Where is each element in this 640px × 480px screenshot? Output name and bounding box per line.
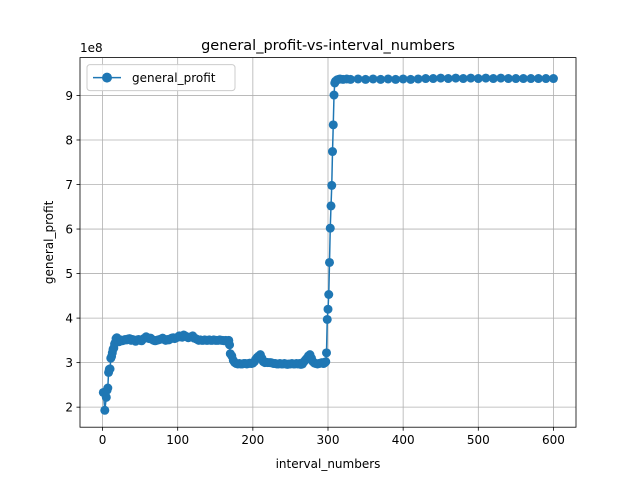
data-point: [413, 74, 423, 84]
legend-label: general_profit: [132, 71, 216, 85]
data-point: [321, 357, 331, 367]
data-point: [322, 348, 331, 358]
data-point: [518, 74, 528, 84]
y-axis: 2 3 4 5 6 7 8 9: [65, 89, 80, 415]
data-point: [436, 73, 446, 83]
data-point: [368, 74, 378, 84]
data-point: [323, 304, 333, 314]
data-point: [548, 74, 558, 84]
data-point: [225, 340, 235, 350]
data-point: [466, 73, 476, 83]
y-tick-label: 5: [65, 267, 73, 281]
data-point: [328, 120, 338, 130]
data-point: [473, 74, 483, 84]
x-axis-label: interval_numbers: [276, 457, 381, 471]
y-tick-label: 7: [65, 178, 73, 192]
data-point: [541, 74, 551, 84]
data-point: [105, 364, 115, 374]
data-point: [421, 74, 431, 84]
y-tick-label: 3: [65, 356, 73, 370]
y-tick-label: 9: [65, 89, 73, 103]
data-point: [503, 74, 513, 84]
data-point: [328, 147, 338, 157]
x-tick-label: 500: [467, 433, 490, 447]
data-point: [481, 73, 491, 83]
data-point: [322, 314, 332, 324]
plot-area: [98, 73, 558, 415]
x-tick-label: 300: [317, 433, 340, 447]
data-point: [533, 74, 543, 84]
data-point: [103, 383, 113, 393]
data-point: [325, 223, 335, 233]
y-tick-label: 8: [65, 133, 73, 147]
x-tick-label: 400: [392, 433, 415, 447]
data-point: [406, 74, 416, 84]
data-point: [443, 74, 453, 84]
data-point: [488, 74, 498, 84]
data-point: [398, 74, 408, 84]
data-point: [325, 257, 334, 267]
legend-frame: [86, 64, 236, 92]
data-point: [100, 405, 110, 415]
data-point: [496, 73, 506, 83]
y-tick-label: 2: [65, 401, 73, 415]
data-point: [451, 73, 461, 83]
data-point: [361, 74, 371, 84]
y-axis-label: general_profit: [42, 200, 56, 284]
chart-title: general_profit-vs-interval_numbers: [201, 38, 455, 54]
data-point: [391, 74, 401, 84]
data-point: [346, 74, 356, 84]
data-point: [327, 180, 337, 190]
x-tick-label: 100: [166, 433, 189, 447]
data-point: [526, 74, 536, 84]
data-point: [511, 74, 521, 84]
legend: general_profit: [86, 64, 236, 92]
data-point: [458, 74, 468, 84]
y-tick-label: 6: [65, 223, 73, 237]
data-point: [383, 74, 393, 84]
x-tick-label: 200: [241, 433, 264, 447]
legend-marker-swatch: [102, 72, 112, 83]
data-point: [353, 74, 363, 84]
data-point: [428, 74, 438, 84]
data-point: [326, 201, 336, 211]
x-axis: 0 100 200 300 400 500 600: [99, 427, 565, 447]
x-tick-label: 600: [542, 433, 565, 447]
x-tick-label: 0: [99, 433, 107, 447]
data-point: [329, 90, 339, 100]
data-point: [101, 392, 111, 402]
data-point: [324, 290, 334, 299]
y-tick-label: 4: [65, 312, 73, 326]
y-axis-multiplier: 1e8: [80, 41, 103, 55]
series-layer: [98, 73, 558, 415]
data-point: [376, 74, 386, 84]
